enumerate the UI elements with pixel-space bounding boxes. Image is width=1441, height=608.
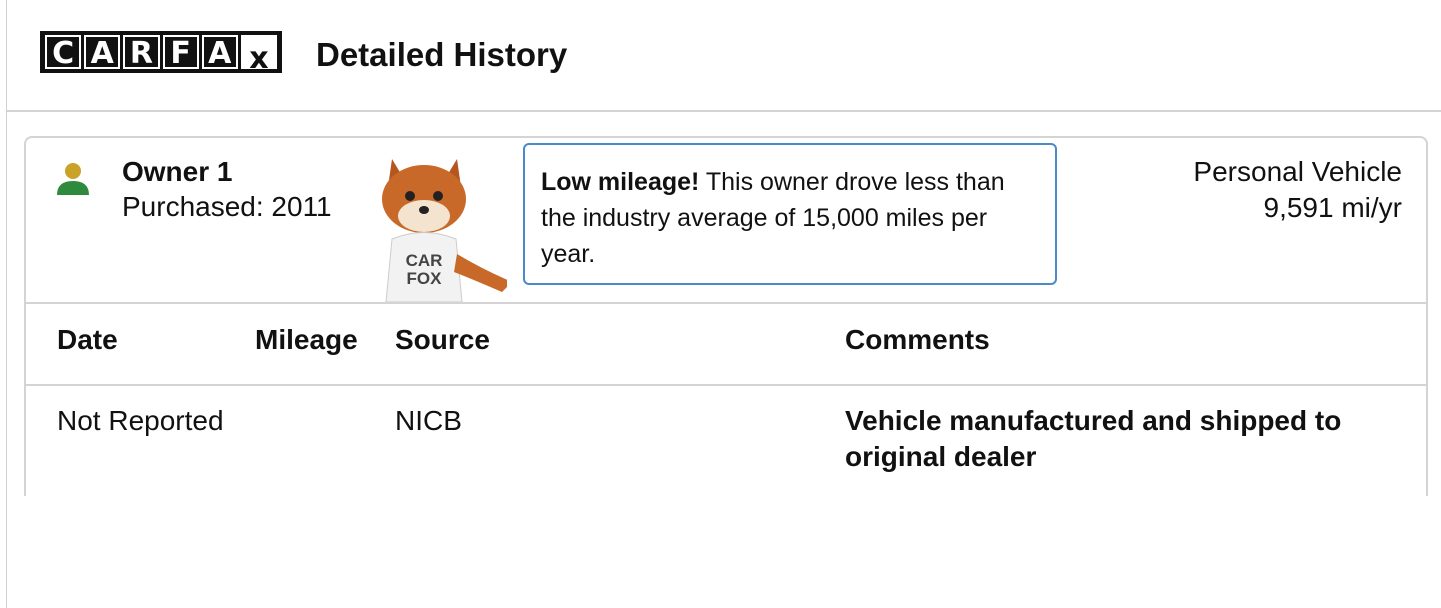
owner-name: Owner 1: [122, 156, 232, 188]
cell-source: NICB: [395, 403, 462, 439]
column-header: Source: [395, 324, 490, 356]
cell-date: Not Reported: [57, 403, 227, 439]
callout-highlight: Low mileage!: [541, 168, 699, 196]
logo-letter: x: [241, 35, 277, 69]
row-divider: [26, 384, 1426, 386]
cell-comments: Vehicle manufactured and shipped to orig…: [845, 403, 1405, 475]
logo[interactable]: C A R F A x: [40, 31, 282, 73]
mascot: CAR FOX: [362, 154, 507, 302]
vehicle-info: Personal Vehicle 9,591 mi/yr: [1193, 154, 1402, 226]
column-header: Date: [57, 324, 227, 356]
logo-letter: A: [202, 35, 238, 69]
logo-letter: C: [45, 35, 81, 69]
logo-letter: A: [84, 35, 120, 69]
mascot-shirt-text: FOX: [407, 269, 443, 288]
annual-mileage: 9,591 mi/yr: [1193, 190, 1402, 226]
header: C A R F A x Detailed History: [7, 0, 1441, 112]
mileage-callout: Low mileage! This owner drove less than …: [523, 143, 1057, 285]
owner-card: Owner 1 Purchased: 2011 CAR FOX Low mile…: [24, 136, 1428, 496]
screen: C A R F A x Detailed History Owner 1 Pur…: [0, 0, 1441, 608]
page: Detailed History {"header": {"logo_lette…: [0, 0, 1441, 608]
vehicle-type: Personal Vehicle: [1193, 154, 1402, 190]
logo-letter: F: [163, 35, 199, 69]
logo-letter: R: [123, 35, 159, 69]
column-header: Mileage: [255, 324, 358, 356]
owner-icon: [56, 162, 90, 196]
page-title: Detailed History: [316, 36, 567, 74]
owner-purchased: Purchased: 2011: [122, 191, 332, 223]
history-table: Date Mileage Source Comments Not Reporte…: [26, 302, 1426, 304]
mascot-shirt-text: CAR: [406, 251, 443, 270]
column-header: Comments: [845, 324, 1405, 356]
